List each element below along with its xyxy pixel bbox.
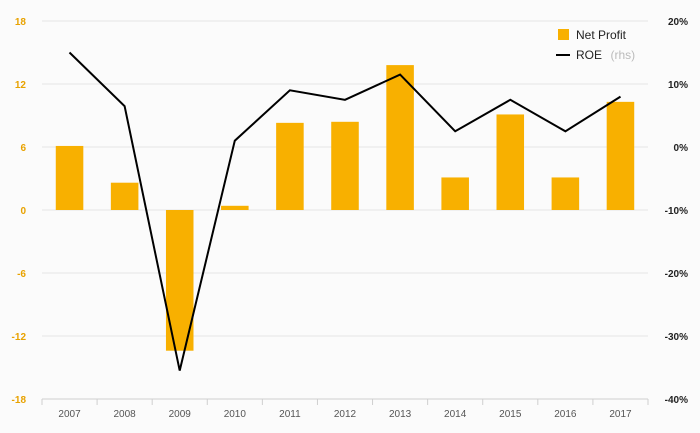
right-tick-label: 20% <box>668 17 688 28</box>
left-tick-label: 12 <box>15 80 27 91</box>
legend-roe-name: ROE <box>576 48 602 62</box>
bar-2011 <box>276 122 304 210</box>
net-profit-bars <box>55 65 635 351</box>
bar-2015 <box>496 114 525 210</box>
right-tick-label: 10% <box>668 80 688 91</box>
x-tick-label-2011: 2011 <box>279 409 301 420</box>
left-tick-label: 18 <box>15 17 27 28</box>
x-tick-label-2016: 2016 <box>554 409 577 420</box>
bar-2013 <box>386 65 414 210</box>
bar-2014 <box>441 177 469 210</box>
x-tick-label-2009: 2009 <box>169 409 192 420</box>
right-tick-label: -30% <box>665 332 688 343</box>
x-tick-label-2007: 2007 <box>58 409 81 420</box>
left-tick-label: -12 <box>12 332 27 343</box>
x-tick-label-2017: 2017 <box>609 409 632 420</box>
x-tick-label-2014: 2014 <box>444 409 467 420</box>
x-tick-label-2008: 2008 <box>114 409 137 420</box>
bar-2016 <box>551 177 580 210</box>
x-axis: 2007 2008 2009 2010 2011 2012 2013 2014 2015 2016… <box>41 398 649 420</box>
left-tick-label: 6 <box>20 143 26 154</box>
right-tick-label: -20% <box>665 269 688 280</box>
roe-line <box>68 51 622 371</box>
x-tick-label-2012: 2012 <box>334 409 357 420</box>
legend-roe-suffix: (rhs) <box>610 48 635 62</box>
legend-net-profit-label: Net Profit <box>576 28 627 42</box>
legend-net-profit-swatch <box>558 29 569 40</box>
legend: Net Profit ROE (rhs) <box>556 28 635 63</box>
bar-2010 <box>221 205 249 210</box>
left-tick-label: 0 <box>20 206 26 217</box>
left-tick-label: -6 <box>17 269 26 280</box>
roe-line-layer <box>68 51 622 371</box>
right-tick-label: 0% <box>674 143 689 154</box>
left-axis-ticks: 18 12 6 0 -6 -12 -18 <box>12 17 27 406</box>
right-tick-label: -40% <box>665 395 688 406</box>
right-tick-label: -10% <box>665 206 688 217</box>
bar-2012 <box>331 121 359 210</box>
x-tick-label-2010: 2010 <box>224 409 247 420</box>
legend-roe-label: ROE (rhs) <box>576 46 635 63</box>
x-tick-label-2015: 2015 <box>499 409 522 420</box>
x-tick-label-2013: 2013 <box>389 409 412 420</box>
bar-2017 <box>606 101 635 210</box>
left-tick-label: -18 <box>12 395 27 406</box>
right-axis-ticks: 20% 10% 0% -10% -20% -30% -40% <box>665 17 688 406</box>
bar-2008 <box>110 182 139 210</box>
bar-2007 <box>55 145 84 210</box>
